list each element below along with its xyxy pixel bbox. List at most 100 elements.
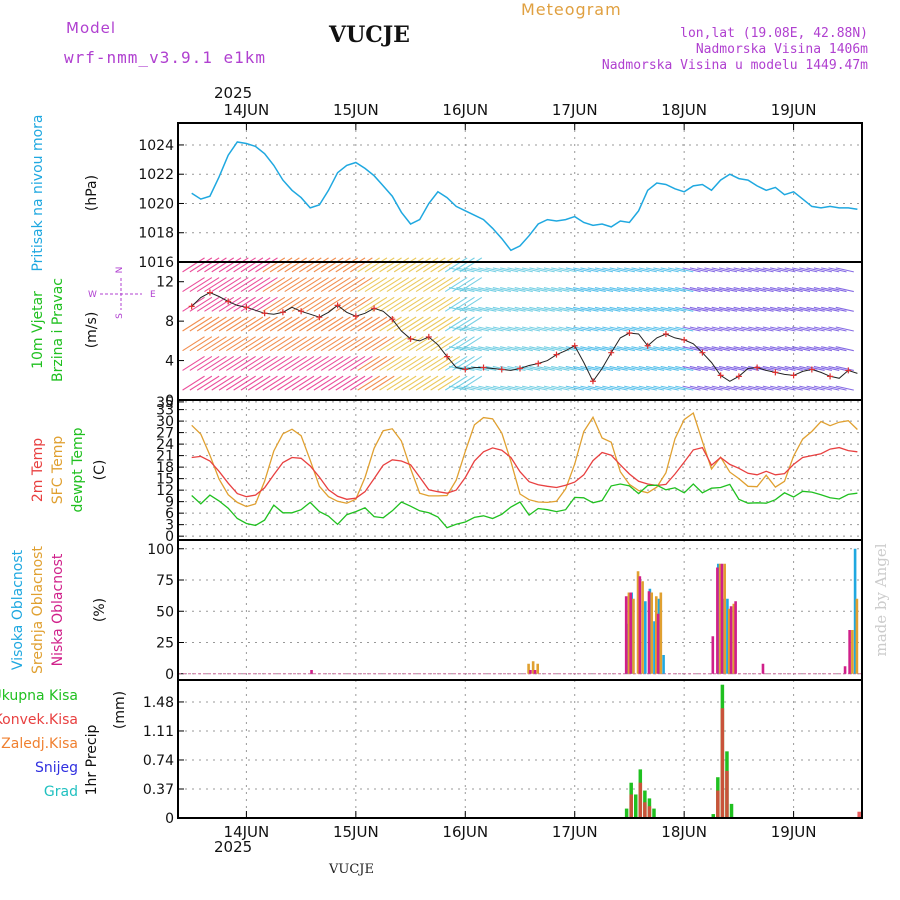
cloud-bar <box>848 630 851 674</box>
wind-barb <box>386 355 410 371</box>
wind-barb <box>704 326 723 332</box>
wind-barb <box>580 365 599 371</box>
wind-barb <box>667 326 687 332</box>
wind-barb <box>430 277 453 293</box>
wind-barbs <box>182 257 854 391</box>
wind-barb <box>624 306 643 312</box>
wind-barb <box>182 375 205 391</box>
wind-speed-marker <box>717 372 724 379</box>
wind-barb <box>277 355 300 371</box>
wind-barb <box>189 336 213 352</box>
wind-barb <box>821 365 840 371</box>
wind-barb <box>448 385 468 391</box>
wind-barb <box>233 257 256 273</box>
wind-barb <box>393 257 417 273</box>
cloud-bar <box>636 571 640 674</box>
wind-barb <box>631 385 650 391</box>
wind-barb <box>448 346 468 352</box>
pressure-line <box>191 141 858 252</box>
wind-barb <box>470 385 490 391</box>
precip-bar <box>624 808 629 818</box>
wind-barb <box>799 267 818 273</box>
wind-barb <box>262 316 286 332</box>
wind-barb <box>342 257 366 273</box>
wind-barb <box>277 257 300 273</box>
wind-barb <box>704 306 723 312</box>
wind-barb <box>594 365 614 371</box>
wind-barb <box>551 306 570 312</box>
wind-barb <box>189 296 213 312</box>
temp-unit-label: (C) <box>92 460 108 481</box>
day-label-bottom: 14JUN <box>224 823 270 841</box>
wind-barb <box>762 365 781 371</box>
wind-barb <box>777 326 796 332</box>
wind-barb <box>653 267 672 273</box>
wind-barb <box>226 296 249 312</box>
wind-barb <box>379 375 402 391</box>
wind-barb <box>255 296 278 312</box>
wind-barb <box>196 355 220 371</box>
wind-barb <box>313 277 337 293</box>
wind-barb <box>364 257 388 273</box>
wind-barb <box>415 355 439 371</box>
wind-barb <box>529 306 548 312</box>
wind-barb <box>704 287 723 293</box>
wind-barb <box>262 336 286 352</box>
wind-barb <box>675 306 694 312</box>
wind-barb <box>478 267 497 273</box>
day-label-top: 14JUN <box>224 101 270 119</box>
wind-barb <box>291 257 315 273</box>
wind-barb <box>342 336 366 352</box>
wind-barb <box>551 385 570 391</box>
wind-barb <box>350 355 373 371</box>
wind-barb <box>609 365 628 371</box>
footer-station: VUCJE <box>329 862 374 877</box>
wind-barb <box>182 277 205 293</box>
wind-barb <box>485 287 504 293</box>
wind-barb <box>500 287 519 293</box>
wind-barb <box>565 365 584 371</box>
wind-barb <box>835 306 854 312</box>
precip-bar <box>857 811 861 818</box>
wind-barb <box>689 287 708 293</box>
wind-barb <box>748 385 767 391</box>
wind-barb <box>777 385 796 391</box>
cloud-bar <box>726 598 729 674</box>
wind-barb <box>240 375 264 391</box>
panel-frame <box>177 122 863 263</box>
wind-barb <box>770 326 789 332</box>
wind-barb <box>835 385 854 391</box>
wind-barb <box>371 375 395 391</box>
wind-barb <box>284 277 307 293</box>
wind-barb <box>335 375 359 391</box>
wind-barb <box>762 326 781 332</box>
wind-barb <box>521 306 541 312</box>
wind-speed-marker <box>316 314 323 321</box>
wind-barb <box>415 375 439 391</box>
wind-barb <box>507 346 526 352</box>
wind-barb <box>835 287 854 293</box>
precip-tick-label: 0.37 <box>143 782 174 798</box>
wind-barb <box>616 346 636 352</box>
wind-barb <box>828 306 847 312</box>
wind-barb <box>189 277 213 293</box>
wind-barb <box>514 306 533 312</box>
wind-barb <box>631 326 650 332</box>
wind-barb <box>813 326 833 332</box>
wind-barb <box>456 385 475 391</box>
wind-barb <box>386 316 410 332</box>
wind-barb <box>335 355 359 371</box>
wind-barb <box>364 296 388 312</box>
wind-barb <box>624 267 643 273</box>
wind-barb <box>660 287 679 293</box>
model-label: Model <box>66 19 117 37</box>
wind-barb <box>492 326 511 332</box>
wind-barb <box>551 287 570 293</box>
wind-barb <box>521 385 541 391</box>
wind-barb <box>386 336 410 352</box>
wind-barb <box>770 287 789 293</box>
wind-barb <box>718 267 738 273</box>
wind-barb <box>437 375 461 391</box>
station-title: VUCJE <box>329 22 410 48</box>
